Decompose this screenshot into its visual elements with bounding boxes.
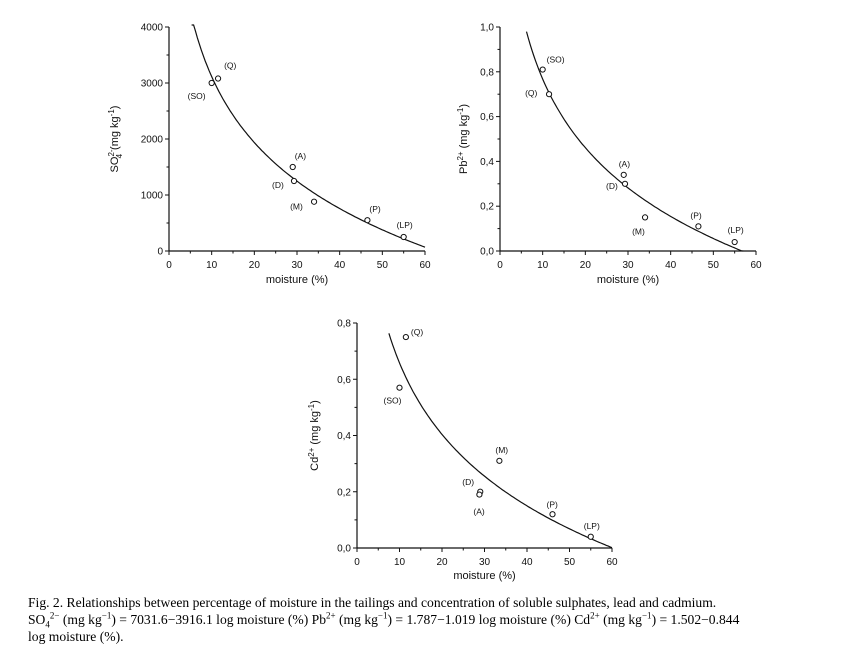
x-tick-label: 60	[606, 557, 618, 568]
x-tick-label: 30	[622, 260, 634, 271]
data-point	[695, 223, 702, 230]
point-label: (P)	[690, 210, 702, 220]
data-point	[310, 198, 318, 205]
y-tick-label: 0,4	[480, 157, 494, 168]
caption-line-1: Fig. 2. Relationships between percentage…	[28, 595, 717, 610]
y-tick-label: 0,2	[480, 202, 494, 213]
cd-plot: 0 10 20 30 40 50 60 0,0 0,2 0,4 0,6 0,8 moisture (%)…	[307, 319, 618, 583]
point-label: (SO)	[188, 91, 206, 101]
point-label: (M)	[495, 445, 508, 455]
so4-chart: 0 10 20 30 40 50 60 0 1000 2000 3000 4000 moisture (…	[107, 23, 431, 287]
data-point	[620, 171, 627, 178]
data-point	[364, 217, 371, 224]
x-tick-label: 50	[708, 260, 720, 271]
x-tick-label: 40	[521, 557, 533, 568]
y-tick-label: 0,2	[337, 487, 351, 498]
x-tick-label: 10	[394, 557, 406, 568]
data-point	[641, 214, 649, 221]
data-point	[539, 66, 546, 73]
point-label: (A)	[619, 159, 631, 169]
data-point	[476, 491, 483, 498]
x-tick-label: 60	[419, 260, 431, 271]
point-label: (M)	[632, 226, 645, 236]
data-point	[289, 163, 296, 171]
cd-chart: 0 10 20 30 40 50 60 0,0 0,2 0,4 0,6 0,8 moisture (%)…	[307, 319, 618, 583]
y-tick-label: 0,8	[337, 319, 351, 330]
x-axis-label: moisture (%)	[266, 274, 328, 286]
x-tick-label: 20	[580, 260, 592, 271]
x-tick-label: 10	[537, 260, 549, 271]
y-tick-label: 1000	[141, 191, 164, 202]
point-label: (D)	[462, 477, 474, 487]
pb-plot: 0 10 20 30 40 50 60 0,0 0,2 0,4 0,6 0,8 1,0 moisture …	[456, 23, 762, 287]
y-axis-label: Cd2+(mg kg-1)	[307, 400, 321, 471]
data-point	[214, 75, 222, 82]
y-tick-label: 0,0	[337, 544, 351, 555]
pb-chart: 0 10 20 30 40 50 60 0,0 0,2 0,4 0,6 0,8 1,0 moisture …	[456, 23, 762, 287]
x-tick-label: 0	[497, 260, 503, 271]
point-label: (Q)	[411, 327, 423, 337]
point-label: (D)	[606, 181, 618, 191]
y-axis-label: SO2-4(mg kg-1)	[107, 106, 124, 173]
fit-curve	[525, 31, 744, 252]
data-point	[549, 511, 556, 518]
y-tick-label: 0	[157, 247, 163, 258]
point-label: (LP)	[728, 225, 744, 235]
point-label: (Q)	[525, 88, 537, 98]
x-tick-label: 20	[436, 557, 448, 568]
caption-line-3: log moisture (%).	[28, 629, 124, 644]
x-tick-label: 60	[750, 260, 762, 271]
point-label: (P)	[547, 499, 559, 509]
y-tick-label: 0,4	[337, 431, 351, 442]
y-tick-label: 0,8	[480, 67, 494, 78]
x-axis-label: moisture (%)	[597, 274, 659, 286]
point-label: (LP)	[584, 521, 600, 531]
data-point	[621, 180, 629, 187]
point-label: (D)	[272, 180, 284, 190]
data-point	[402, 333, 409, 341]
x-tick-label: 0	[166, 260, 172, 271]
x-tick-label: 40	[665, 260, 677, 271]
x-tick-label: 0	[354, 557, 360, 568]
data-point	[545, 91, 553, 98]
x-tick-label: 50	[377, 260, 389, 271]
y-tick-label: 3000	[141, 79, 164, 90]
fit-curve	[191, 24, 426, 248]
y-tick-label: 0,6	[337, 375, 351, 386]
x-tick-label: 40	[334, 260, 346, 271]
data-point	[208, 79, 215, 87]
data-point	[496, 457, 503, 464]
point-label: (SO)	[384, 396, 402, 406]
data-point	[731, 238, 738, 246]
y-tick-label: 4000	[141, 23, 164, 34]
data-point	[587, 533, 594, 540]
x-tick-label: 20	[249, 260, 261, 271]
point-label: (Q)	[224, 61, 236, 71]
y-axis-label: Pb2+(mg kg-1)	[456, 104, 470, 174]
fit-curve	[388, 333, 613, 549]
x-tick-label: 30	[291, 260, 303, 271]
figure-caption: Fig. 2. Relationships between percentage…	[28, 594, 834, 645]
point-label: (LP)	[397, 220, 413, 230]
so4-plot: 0 10 20 30 40 50 60 0 1000 2000 3000 4000 moisture (…	[107, 23, 431, 287]
y-tick-label: 1,0	[480, 23, 494, 34]
x-tick-label: 30	[479, 557, 491, 568]
point-label: (M)	[290, 202, 303, 212]
y-tick-label: 0,6	[480, 112, 494, 123]
x-tick-label: 10	[206, 260, 218, 271]
data-point	[290, 177, 298, 185]
y-tick-label: 2000	[141, 135, 164, 146]
x-axis-label: moisture (%)	[453, 570, 515, 582]
y-tick-label: 0,0	[480, 247, 494, 258]
caption-line-2: SO42− (mg kg−1) = 7031.6−3916.1 log mois…	[28, 610, 740, 630]
point-label: (A)	[473, 507, 485, 517]
x-tick-label: 50	[564, 557, 576, 568]
data-point	[400, 233, 407, 241]
point-label: (P)	[369, 204, 381, 214]
data-point	[396, 384, 403, 391]
point-label: (SO)	[547, 55, 565, 65]
point-label: (A)	[295, 151, 307, 161]
